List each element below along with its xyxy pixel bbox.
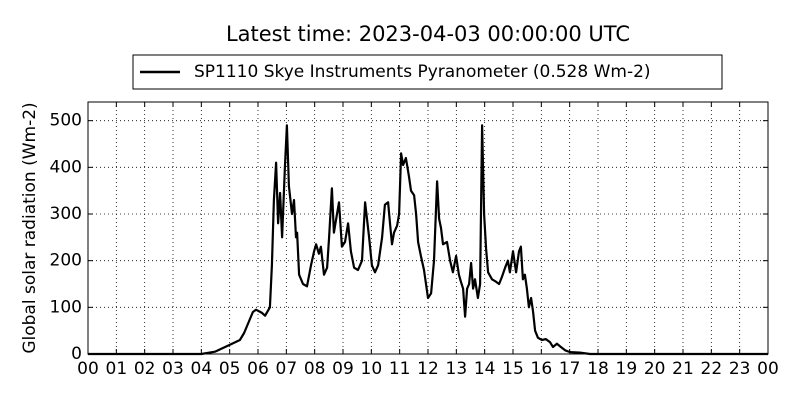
y-tick-label: 200 [50, 251, 82, 271]
x-tick-label: 00 [77, 359, 99, 379]
x-tick-label: 04 [191, 359, 213, 379]
y-tick-label: 300 [50, 204, 82, 224]
x-tick-label: 20 [644, 359, 666, 379]
x-tick-label: 07 [276, 359, 298, 379]
x-tick-label: 13 [446, 359, 468, 379]
x-tick-label: 23 [729, 359, 751, 379]
x-tick-label: 00 [757, 359, 779, 379]
x-tick-label: 05 [219, 359, 241, 379]
y-tick-label: 100 [50, 297, 82, 317]
x-tick-label: 10 [361, 359, 383, 379]
legend-box [132, 54, 723, 90]
x-tick-label: 08 [304, 359, 326, 379]
x-tick-label: 16 [531, 359, 553, 379]
y-tick-label: 400 [50, 157, 82, 177]
plot-frame [87, 101, 769, 355]
x-tick-label: 19 [616, 359, 638, 379]
x-tick-label: 22 [701, 359, 723, 379]
x-tick-label: 02 [134, 359, 156, 379]
y-tick-label: 500 [50, 111, 82, 131]
x-tick-label: 17 [559, 359, 581, 379]
chart-title: Latest time: 2023-04-03 00:00:00 UTC [226, 22, 630, 46]
x-tick-label: 03 [162, 359, 184, 379]
x-tick-label: 12 [417, 359, 439, 379]
y-axis-label: Global solar radiation (Wm-2) [20, 102, 40, 353]
data-line [88, 124, 768, 356]
x-tick-label: 18 [587, 359, 609, 379]
x-tick-label: 14 [474, 359, 496, 379]
x-tick-label: 15 [502, 359, 524, 379]
y-tick-label: 0 [71, 344, 82, 364]
legend-label: SP1110 Skye Instruments Pyranometer (0.5… [194, 62, 651, 82]
x-tick-label: 11 [389, 359, 411, 379]
x-tick-label: 06 [247, 359, 269, 379]
x-tick-label: 21 [672, 359, 694, 379]
x-tick-label: 09 [332, 359, 354, 379]
x-tick-label: 01 [106, 359, 128, 379]
